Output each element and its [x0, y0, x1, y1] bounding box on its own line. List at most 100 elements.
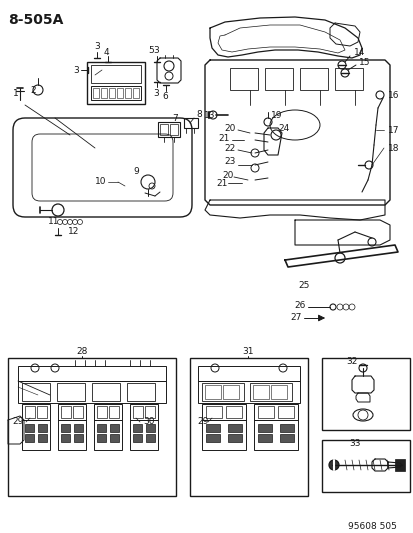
Bar	[228, 434, 242, 442]
Bar	[109, 88, 115, 98]
Text: 8-505A: 8-505A	[8, 13, 63, 27]
Bar	[249, 383, 291, 401]
Bar	[38, 434, 47, 442]
Text: 20: 20	[223, 124, 235, 133]
Text: 32: 32	[345, 358, 356, 367]
Bar	[299, 68, 327, 90]
Bar	[22, 404, 50, 420]
Bar	[74, 434, 83, 442]
Bar	[183, 118, 197, 128]
Bar	[257, 424, 271, 432]
Text: 7: 7	[171, 114, 177, 123]
Bar	[61, 406, 71, 418]
Text: 19: 19	[271, 110, 282, 119]
Text: 3: 3	[73, 66, 78, 75]
Bar	[117, 88, 123, 98]
Bar	[101, 88, 107, 98]
Text: 27: 27	[289, 313, 301, 322]
Bar	[146, 424, 154, 432]
Bar	[204, 385, 221, 399]
Text: 25: 25	[297, 280, 309, 289]
Bar	[74, 424, 83, 432]
Text: 1: 1	[13, 88, 19, 98]
Bar	[87, 62, 145, 104]
Bar	[264, 68, 292, 90]
Bar	[133, 434, 142, 442]
Text: 24: 24	[277, 124, 289, 133]
Bar	[321, 358, 409, 430]
Bar	[206, 424, 219, 432]
Text: 30: 30	[142, 417, 154, 426]
Text: 14: 14	[353, 47, 365, 56]
Bar	[321, 440, 409, 492]
Bar	[109, 406, 119, 418]
Bar	[257, 434, 271, 442]
Bar	[145, 406, 154, 418]
Text: 2: 2	[30, 85, 36, 94]
Bar	[91, 86, 141, 100]
Bar	[110, 434, 119, 442]
Bar	[190, 358, 307, 496]
Bar	[125, 88, 131, 98]
Bar	[61, 434, 70, 442]
Bar	[206, 434, 219, 442]
Text: 5: 5	[147, 45, 153, 54]
Bar	[197, 366, 299, 381]
Text: 18: 18	[387, 143, 399, 152]
Text: 20: 20	[221, 171, 233, 180]
Bar	[146, 434, 154, 442]
Text: 3: 3	[153, 45, 158, 54]
Bar	[279, 434, 293, 442]
Bar	[158, 122, 180, 137]
Bar	[133, 88, 139, 98]
Bar	[130, 404, 158, 420]
Bar	[133, 406, 142, 418]
Bar	[252, 385, 268, 399]
Text: 8: 8	[195, 109, 201, 118]
Bar	[94, 404, 122, 420]
Text: 29: 29	[197, 417, 208, 426]
Text: 12: 12	[68, 228, 79, 237]
Bar	[277, 406, 293, 418]
Bar	[225, 406, 242, 418]
Text: 31: 31	[242, 348, 253, 357]
Bar	[197, 381, 299, 403]
Bar	[110, 424, 119, 432]
Text: 22: 22	[223, 143, 235, 152]
Text: 10: 10	[95, 177, 106, 187]
Bar	[394, 459, 404, 471]
Text: 6: 6	[161, 92, 167, 101]
Bar	[8, 358, 176, 496]
Bar	[257, 406, 273, 418]
Bar	[97, 424, 106, 432]
Text: 29: 29	[12, 417, 23, 426]
Bar	[254, 420, 297, 450]
Bar	[206, 406, 221, 418]
Bar	[18, 366, 166, 381]
Bar	[25, 424, 34, 432]
Bar	[223, 385, 238, 399]
Bar	[37, 406, 47, 418]
Bar	[228, 424, 242, 432]
Text: 9: 9	[133, 167, 138, 176]
Text: 11: 11	[48, 217, 59, 227]
Bar	[170, 124, 178, 135]
Text: 17: 17	[387, 125, 399, 134]
Bar	[271, 385, 286, 399]
Bar	[91, 65, 141, 83]
Bar	[94, 420, 122, 450]
Bar	[93, 88, 99, 98]
Bar	[22, 420, 50, 450]
Bar	[38, 424, 47, 432]
Text: 4: 4	[104, 47, 109, 56]
Bar	[25, 406, 35, 418]
Bar	[25, 434, 34, 442]
Bar	[202, 383, 243, 401]
Bar	[92, 383, 120, 401]
Bar	[97, 406, 107, 418]
Bar	[159, 124, 168, 135]
Text: 3: 3	[94, 42, 100, 51]
Bar	[230, 68, 257, 90]
Text: 13: 13	[204, 110, 215, 119]
Bar	[202, 420, 245, 450]
